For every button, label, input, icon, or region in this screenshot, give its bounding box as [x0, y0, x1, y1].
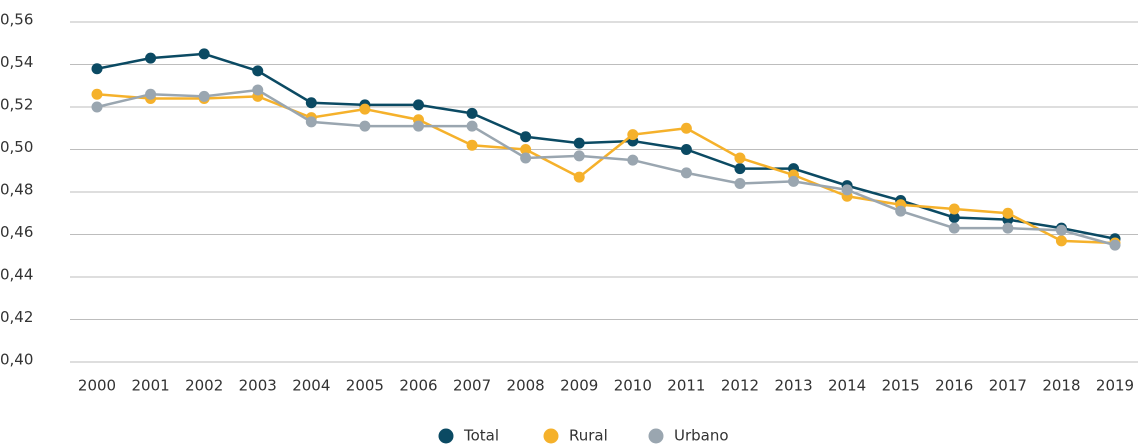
x-tick-label: 2008 [507, 377, 545, 395]
x-tick-label: 2019 [1096, 377, 1134, 395]
data-point [948, 222, 960, 234]
data-point [305, 97, 317, 109]
data-point [252, 84, 264, 96]
legend-label: Rural [569, 427, 608, 445]
y-tick-label: 0,48 [0, 181, 33, 199]
data-point [198, 48, 210, 60]
y-tick-label: 0,50 [0, 138, 33, 156]
x-tick-label: 2018 [1042, 377, 1080, 395]
x-tick-label: 2015 [882, 377, 920, 395]
data-point [520, 152, 532, 164]
data-point [1109, 239, 1121, 251]
x-tick-label: 2001 [131, 377, 169, 395]
data-point [305, 116, 317, 128]
data-point [1002, 207, 1014, 219]
data-point [466, 139, 478, 151]
series-line [96, 93, 1116, 245]
data-point [198, 90, 210, 102]
legend-marker [438, 428, 454, 444]
x-tick-label: 2014 [828, 377, 866, 395]
y-tick-label: 0,44 [0, 266, 33, 284]
data-point [466, 107, 478, 119]
data-point [788, 175, 800, 187]
data-point [734, 152, 746, 164]
y-tick-label: 0,54 [0, 53, 33, 71]
y-tick-label: 0,46 [0, 223, 33, 241]
data-point [680, 167, 692, 179]
data-point [948, 203, 960, 215]
data-point [1055, 235, 1067, 247]
data-point [680, 144, 692, 155]
x-tick-label: 2010 [614, 377, 652, 395]
legend-marker [543, 428, 559, 444]
x-tick-label: 2006 [399, 377, 437, 395]
series-line [96, 88, 1116, 247]
data-point [520, 131, 532, 143]
y-tick-label: 0,52 [0, 96, 33, 114]
x-tick-label: 2011 [667, 377, 705, 395]
series-line [96, 52, 1116, 240]
data-point [627, 154, 639, 166]
legend-label: Total [463, 427, 499, 445]
data-point [359, 120, 371, 132]
data-point [573, 171, 585, 183]
data-point [91, 88, 103, 100]
x-tick-label: 2005 [346, 377, 384, 395]
data-point [412, 99, 424, 111]
data-point [1055, 224, 1067, 236]
data-point [573, 137, 585, 149]
x-tick-label: 2004 [292, 377, 330, 395]
data-point [680, 122, 692, 134]
x-tick-label: 2016 [935, 377, 973, 395]
data-point [91, 101, 103, 113]
x-tick-label: 2002 [185, 377, 223, 395]
data-point [145, 88, 157, 100]
data-point [734, 163, 746, 175]
data-point [1002, 222, 1014, 234]
data-point [948, 212, 960, 223]
x-tick-label: 2013 [774, 377, 812, 395]
legend-label: Urbano [674, 427, 729, 445]
data-point [466, 120, 478, 132]
x-tick-label: 2003 [239, 377, 277, 395]
x-tick-label: 2012 [721, 377, 759, 395]
data-point [145, 52, 157, 64]
data-point [91, 63, 103, 75]
data-point [412, 120, 424, 132]
data-point [359, 103, 371, 115]
x-tick-label: 2017 [989, 377, 1027, 395]
legend-marker [648, 428, 664, 444]
y-tick-label: 0,42 [0, 308, 33, 326]
x-tick-label: 2007 [453, 377, 491, 395]
data-point [252, 65, 264, 77]
x-tick-label: 2000 [78, 377, 116, 395]
y-tick-label: 0,56 [0, 11, 33, 29]
data-point [627, 129, 639, 141]
y-tick-label: 0,40 [0, 351, 33, 369]
data-point [895, 205, 907, 217]
data-point [573, 150, 585, 162]
data-point [520, 144, 532, 155]
data-point [734, 178, 746, 189]
data-point [841, 184, 853, 196]
x-tick-label: 2009 [560, 377, 598, 395]
